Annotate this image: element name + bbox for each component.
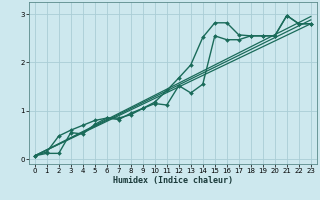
X-axis label: Humidex (Indice chaleur): Humidex (Indice chaleur) <box>113 176 233 185</box>
